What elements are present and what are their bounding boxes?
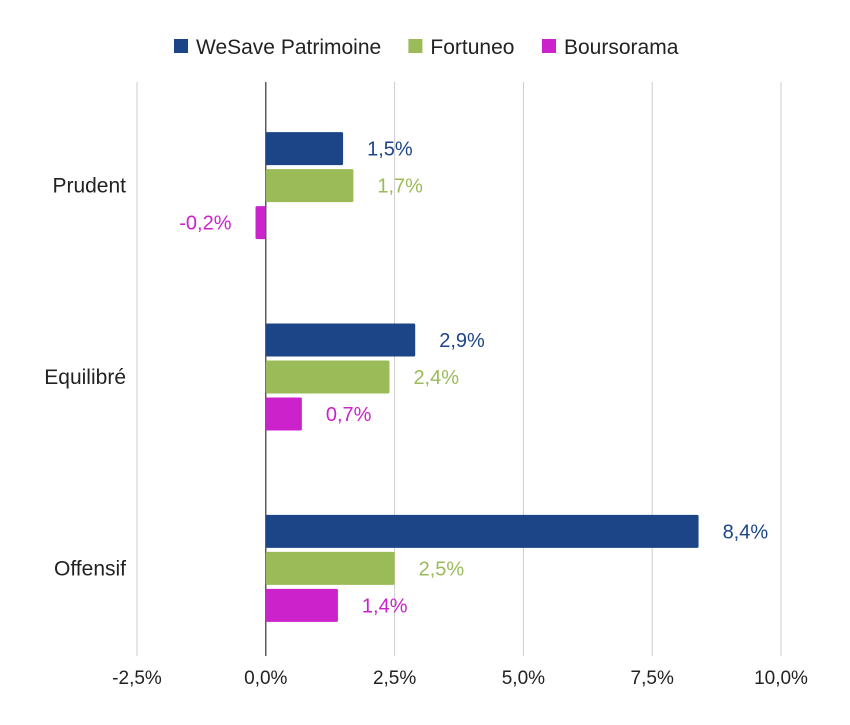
x-tick-label: -2,5% xyxy=(112,668,162,689)
data-label: 2,9% xyxy=(439,330,485,352)
category-label: Equilibré xyxy=(44,366,126,389)
bar-wesave-patrimoine xyxy=(265,323,416,357)
data-label: 1,7% xyxy=(377,176,423,198)
legend-swatch xyxy=(174,39,188,53)
legend-label: Boursorama xyxy=(564,36,679,59)
data-label: 2,5% xyxy=(419,558,465,580)
data-label: 0,7% xyxy=(326,404,372,426)
data-label: 8,4% xyxy=(723,521,769,543)
data-label: 1,4% xyxy=(362,595,408,617)
data-label: -0,2% xyxy=(179,213,231,235)
x-tick-label: 7,5% xyxy=(631,668,674,689)
x-tick-label: 2,5% xyxy=(373,668,416,689)
bar-fortuneo xyxy=(265,551,395,585)
data-label: 2,4% xyxy=(413,367,459,389)
bar-boursorama xyxy=(265,588,338,622)
legend-swatch xyxy=(408,39,423,53)
bar-boursorama xyxy=(265,397,302,431)
legend-label: WeSave Patrimoine xyxy=(196,36,381,59)
bar-wesave-patrimoine xyxy=(265,514,699,548)
x-tick-label: 10,0% xyxy=(754,668,808,689)
category-label: Offensif xyxy=(54,557,126,580)
legend-label: Fortuneo xyxy=(430,36,514,59)
bar-wesave-patrimoine xyxy=(265,132,344,166)
bar-boursorama xyxy=(255,206,266,240)
bar-fortuneo xyxy=(265,360,390,394)
x-tick-label: 0,0% xyxy=(244,668,287,689)
legend-swatch xyxy=(542,39,556,53)
bar-fortuneo xyxy=(265,169,354,203)
data-label: 1,5% xyxy=(367,139,413,161)
category-label: Prudent xyxy=(52,175,126,198)
x-tick-label: 5,0% xyxy=(502,668,545,689)
